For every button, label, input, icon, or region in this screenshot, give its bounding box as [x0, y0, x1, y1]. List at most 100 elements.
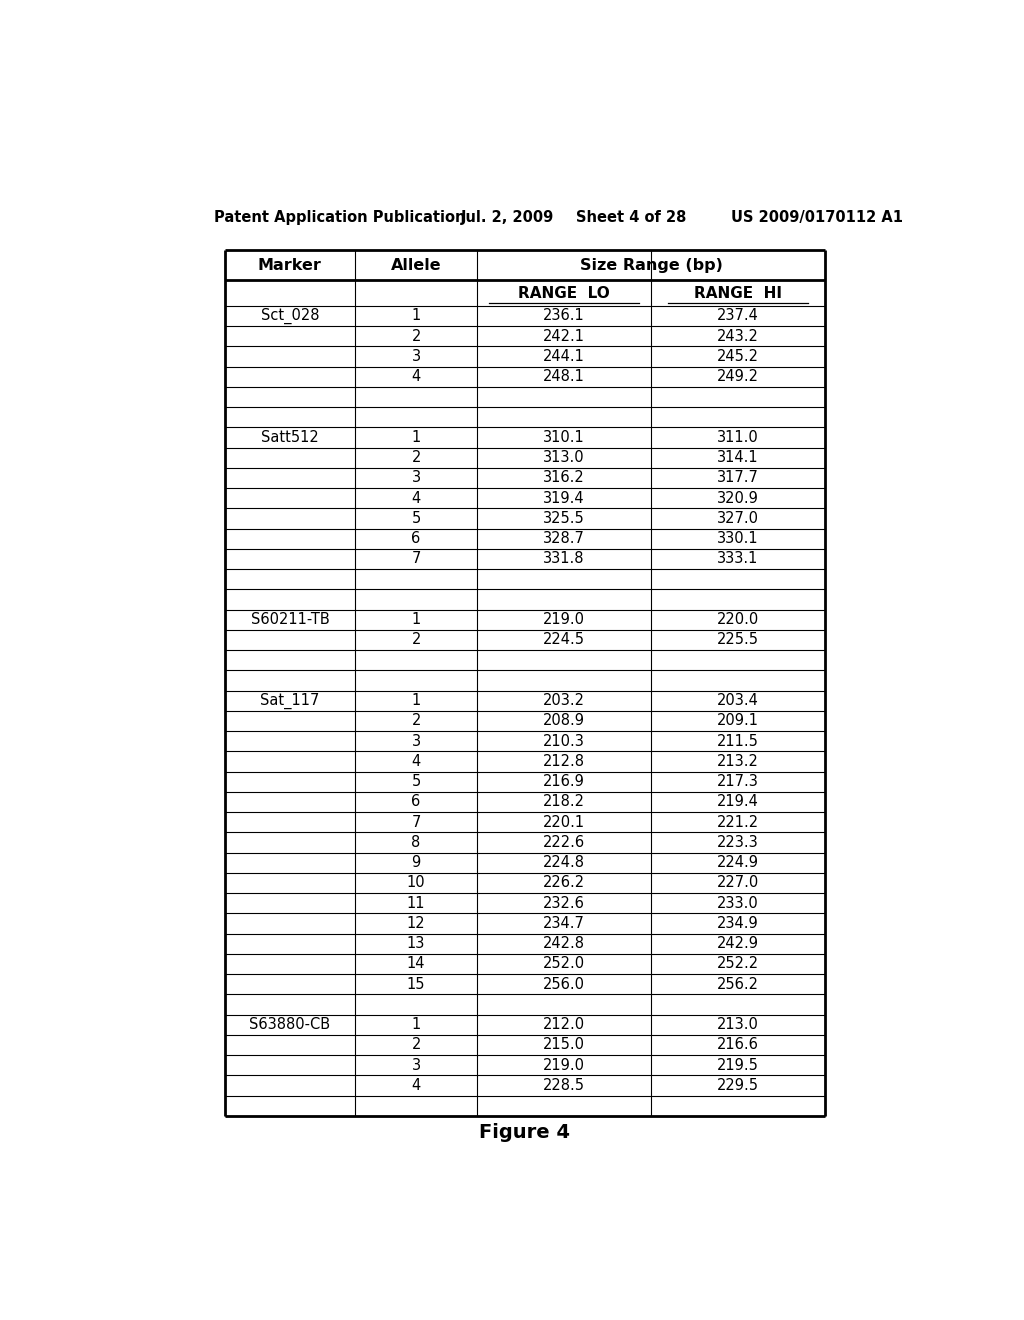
- Text: 317.7: 317.7: [717, 470, 759, 486]
- Text: 223.3: 223.3: [717, 836, 759, 850]
- Text: 236.1: 236.1: [543, 309, 585, 323]
- Text: 6: 6: [412, 531, 421, 546]
- Text: 220.0: 220.0: [717, 612, 759, 627]
- Text: 212.0: 212.0: [543, 1018, 585, 1032]
- Text: 15: 15: [407, 977, 425, 991]
- Text: 1: 1: [412, 612, 421, 627]
- Text: 216.9: 216.9: [543, 775, 585, 789]
- Text: 2: 2: [412, 713, 421, 729]
- Text: 9: 9: [412, 855, 421, 870]
- Text: 3: 3: [412, 734, 421, 748]
- Text: 213.0: 213.0: [717, 1018, 759, 1032]
- Text: 4: 4: [412, 1078, 421, 1093]
- Text: 225.5: 225.5: [717, 632, 759, 647]
- Text: 242.8: 242.8: [543, 936, 585, 952]
- Text: S60211-TB: S60211-TB: [251, 612, 330, 627]
- Text: 222.6: 222.6: [543, 836, 585, 850]
- Text: 311.0: 311.0: [717, 430, 759, 445]
- Text: 5: 5: [412, 775, 421, 789]
- Text: 208.9: 208.9: [543, 713, 585, 729]
- Text: 327.0: 327.0: [717, 511, 759, 525]
- Text: 256.0: 256.0: [543, 977, 585, 991]
- Text: Marker: Marker: [258, 257, 322, 273]
- Text: 219.4: 219.4: [717, 795, 759, 809]
- Text: 215.0: 215.0: [543, 1038, 585, 1052]
- Text: 256.2: 256.2: [717, 977, 759, 991]
- Text: 2: 2: [412, 632, 421, 647]
- Text: 331.8: 331.8: [544, 552, 585, 566]
- Text: Sheet 4 of 28: Sheet 4 of 28: [577, 210, 687, 224]
- Text: Patent Application Publication: Patent Application Publication: [214, 210, 465, 224]
- Text: 219.5: 219.5: [717, 1057, 759, 1073]
- Text: 11: 11: [407, 896, 425, 911]
- Text: 6: 6: [412, 795, 421, 809]
- Text: 248.1: 248.1: [543, 370, 585, 384]
- Text: 218.2: 218.2: [543, 795, 585, 809]
- Text: Allele: Allele: [391, 257, 441, 273]
- Text: 237.4: 237.4: [717, 309, 759, 323]
- Text: 4: 4: [412, 370, 421, 384]
- Text: 227.0: 227.0: [717, 875, 759, 891]
- Text: 13: 13: [407, 936, 425, 952]
- Text: 4: 4: [412, 491, 421, 506]
- Text: Jul. 2, 2009: Jul. 2, 2009: [461, 210, 555, 224]
- Text: 245.2: 245.2: [717, 348, 759, 364]
- Text: Satt512: Satt512: [261, 430, 318, 445]
- Text: 2: 2: [412, 450, 421, 465]
- Text: 3: 3: [412, 348, 421, 364]
- Text: 313.0: 313.0: [544, 450, 585, 465]
- Text: 314.1: 314.1: [717, 450, 759, 465]
- Text: 219.0: 219.0: [543, 1057, 585, 1073]
- Text: 234.9: 234.9: [717, 916, 759, 931]
- Text: 2: 2: [412, 329, 421, 343]
- Text: 210.3: 210.3: [543, 734, 585, 748]
- Text: Size Range (bp): Size Range (bp): [580, 257, 722, 273]
- Text: 209.1: 209.1: [717, 713, 759, 729]
- Text: 229.5: 229.5: [717, 1078, 759, 1093]
- Text: RANGE  HI: RANGE HI: [694, 285, 782, 301]
- Text: 330.1: 330.1: [717, 531, 759, 546]
- Text: 8: 8: [412, 836, 421, 850]
- Text: 5: 5: [412, 511, 421, 525]
- Text: 316.2: 316.2: [543, 470, 585, 486]
- Text: 220.1: 220.1: [543, 814, 585, 830]
- Text: 325.5: 325.5: [543, 511, 585, 525]
- Text: 333.1: 333.1: [717, 552, 759, 566]
- Text: Figure 4: Figure 4: [479, 1122, 570, 1142]
- Text: 219.0: 219.0: [543, 612, 585, 627]
- Text: 212.8: 212.8: [543, 754, 585, 770]
- Text: 1: 1: [412, 309, 421, 323]
- Text: S63880-CB: S63880-CB: [249, 1018, 331, 1032]
- Text: 10: 10: [407, 875, 425, 891]
- Text: 242.9: 242.9: [717, 936, 759, 952]
- Text: 211.5: 211.5: [717, 734, 759, 748]
- Text: 224.9: 224.9: [717, 855, 759, 870]
- Text: 14: 14: [407, 957, 425, 972]
- Text: 224.8: 224.8: [543, 855, 585, 870]
- Text: 242.1: 242.1: [543, 329, 585, 343]
- Text: 216.6: 216.6: [717, 1038, 759, 1052]
- Text: 2: 2: [412, 1038, 421, 1052]
- Text: US 2009/0170112 A1: US 2009/0170112 A1: [731, 210, 903, 224]
- Text: 319.4: 319.4: [544, 491, 585, 506]
- Text: 3: 3: [412, 470, 421, 486]
- Text: 7: 7: [412, 814, 421, 830]
- Text: 1: 1: [412, 693, 421, 709]
- Text: 320.9: 320.9: [717, 491, 759, 506]
- Text: 7: 7: [412, 552, 421, 566]
- Text: 328.7: 328.7: [543, 531, 585, 546]
- Text: Sat_117: Sat_117: [260, 693, 319, 709]
- Text: RANGE  LO: RANGE LO: [518, 285, 610, 301]
- Text: 224.5: 224.5: [543, 632, 585, 647]
- Text: 226.2: 226.2: [543, 875, 585, 891]
- Text: 1: 1: [412, 430, 421, 445]
- Text: 228.5: 228.5: [543, 1078, 585, 1093]
- Text: 234.7: 234.7: [543, 916, 585, 931]
- Text: 12: 12: [407, 916, 425, 931]
- Text: 249.2: 249.2: [717, 370, 759, 384]
- Text: 252.0: 252.0: [543, 957, 585, 972]
- Text: 217.3: 217.3: [717, 775, 759, 789]
- Text: 203.4: 203.4: [717, 693, 759, 709]
- Text: 243.2: 243.2: [717, 329, 759, 343]
- Text: 244.1: 244.1: [543, 348, 585, 364]
